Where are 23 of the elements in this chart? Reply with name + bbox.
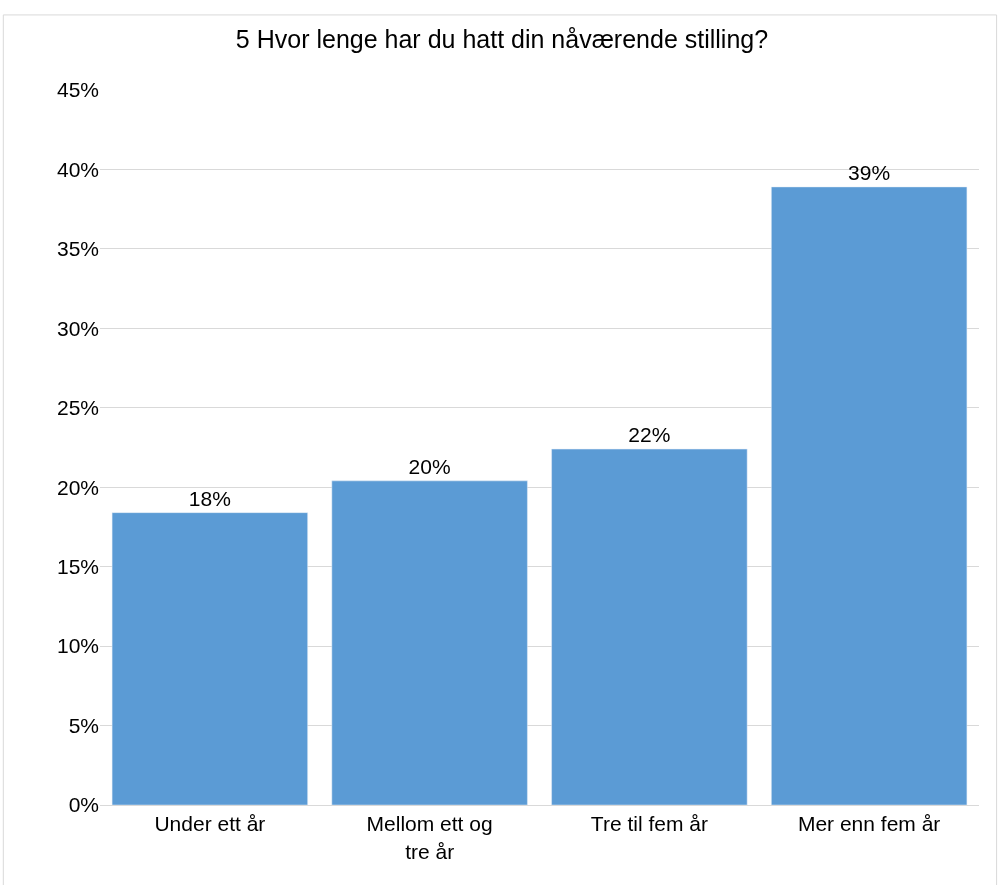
data-label: 18% — [188, 486, 231, 510]
x-tick-label: Mellom ett og tre år — [366, 812, 493, 863]
y-tick-label: 25% — [56, 396, 99, 420]
y-tick-label: 30% — [56, 316, 99, 340]
y-tick-label: 15% — [56, 555, 99, 579]
x-tick-label: Under ett år — [154, 812, 266, 836]
bar — [331, 480, 528, 805]
y-tick-label: 10% — [56, 634, 99, 658]
y-tick-label: 40% — [56, 157, 99, 181]
y-tick-label: 0% — [68, 793, 99, 817]
data-label: 20% — [408, 454, 451, 478]
x-tick-label: Mer enn fem år — [797, 812, 941, 836]
chart-title: 5 Hvor lenge har du hatt din nåværende stilling? — [235, 25, 769, 54]
y-tick-label: 20% — [56, 475, 99, 499]
data-label: 22% — [628, 423, 671, 447]
y-tick-label: 35% — [56, 237, 99, 261]
y-tick-label: 5% — [68, 713, 99, 737]
data-label: 39% — [848, 160, 891, 184]
y-tick-label: 45% — [56, 78, 99, 102]
x-tick-label: Tre til fem år — [590, 812, 708, 836]
bar — [111, 512, 308, 805]
bar — [551, 448, 748, 805]
bar — [771, 186, 968, 805]
